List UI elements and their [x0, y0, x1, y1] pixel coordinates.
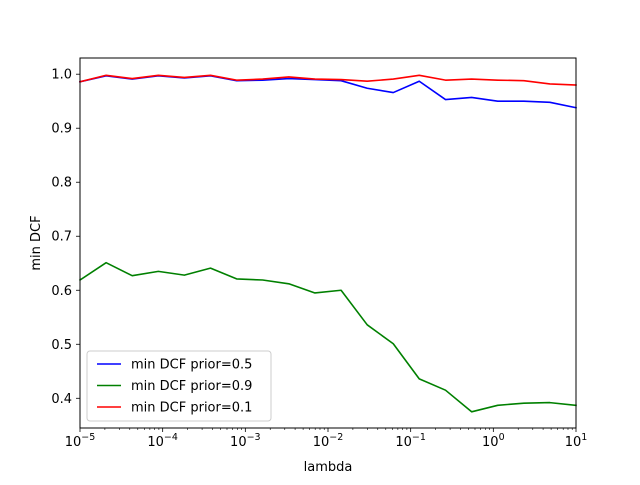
y-tick-label: 0.8 [51, 176, 72, 191]
series-line-2 [78, 261, 577, 413]
y-tick-label: 0.9 [51, 122, 72, 137]
series-layer [78, 74, 577, 413]
legend: min DCF prior=0.5 min DCF prior=0.9 min DC… [86, 350, 272, 422]
legend-frame [86, 350, 272, 422]
series-line-3 [79, 74, 577, 86]
y-axis-ticks: 0.4 0.5 0.6 0.7 0.8 0.9 1.0 [51, 68, 80, 407]
x-tick-label: 10−2 [313, 432, 344, 450]
y-tick-label: 0.7 [51, 230, 72, 245]
x-tick-label: 10−5 [65, 432, 96, 450]
legend-label-2: min DCF prior=0.9 [131, 379, 252, 394]
legend-label-1: min DCF prior=0.5 [131, 358, 252, 373]
legend-label-3: min DCF prior=0.1 [131, 401, 252, 416]
x-tick-label: 101 [565, 432, 588, 450]
x-tick-label: 10−3 [230, 432, 261, 450]
x-axis-label: lambda [304, 460, 353, 475]
x-tick-label: 10−1 [395, 432, 426, 450]
x-axis-ticks: 10−5 10−4 10−3 10−2 10−1 100 101 [65, 428, 588, 450]
x-tick-label: 100 [482, 432, 505, 450]
legend-items: min DCF prior=0.5 min DCF prior=0.9 min DC… [97, 358, 252, 416]
y-tick-label: 0.6 [51, 284, 72, 299]
y-axis-label: min DCF [29, 215, 44, 270]
y-tick-label: 1.0 [51, 68, 72, 83]
y-tick-label: 0.5 [51, 338, 72, 353]
y-tick-label: 0.4 [51, 392, 72, 407]
x-tick-label: 10−4 [147, 432, 178, 450]
